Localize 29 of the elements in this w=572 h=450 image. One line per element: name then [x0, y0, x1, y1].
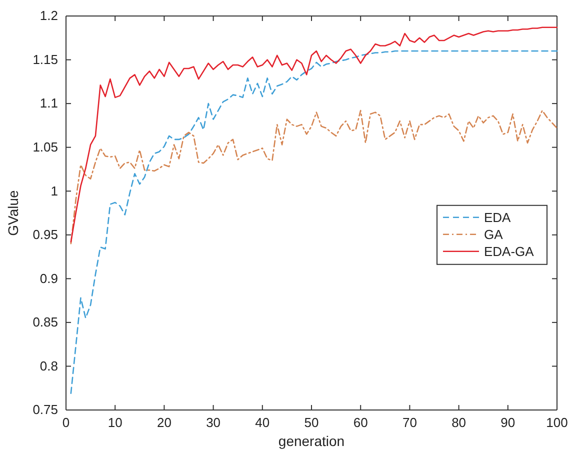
y-axis-title: GValue	[5, 190, 21, 236]
line-series	[70, 50, 558, 394]
x-tick-label: 100	[546, 415, 568, 430]
y-tick-label: 1.1	[40, 96, 58, 111]
x-tick-label: 40	[255, 415, 270, 430]
x-tick-label: 90	[500, 415, 516, 430]
x-tick-label: 60	[353, 415, 368, 430]
y-tick-label: 0.8	[40, 358, 58, 374]
y-tick-label: 0.75	[32, 402, 58, 418]
x-tick-label: 10	[108, 415, 122, 430]
x-tick-label: 50	[304, 415, 319, 430]
x-tick-label: 70	[402, 415, 417, 430]
x-tick-label: 0	[62, 415, 70, 430]
legend-label: EDA	[484, 210, 512, 225]
y-tick-label: 1.05	[32, 139, 58, 154]
line-series	[70, 26, 558, 243]
x-tick-label: 30	[206, 415, 221, 430]
y-tick-label: 0.95	[32, 227, 58, 242]
y-tick-label: 0.9	[40, 270, 58, 286]
y-tick-label: 1	[50, 183, 58, 198]
x-tick-label: 80	[452, 415, 466, 430]
y-tick-label: 1.2	[40, 8, 58, 24]
legend-label: GA	[484, 226, 504, 242]
y-tick-label: 1.15	[32, 52, 58, 67]
legend-label: EDA-GA	[484, 244, 534, 259]
line-series	[70, 110, 558, 244]
x-tick-label: 20	[156, 415, 172, 430]
x-axis-title: generation	[278, 433, 345, 449]
y-tick-label: 0.85	[32, 314, 58, 330]
